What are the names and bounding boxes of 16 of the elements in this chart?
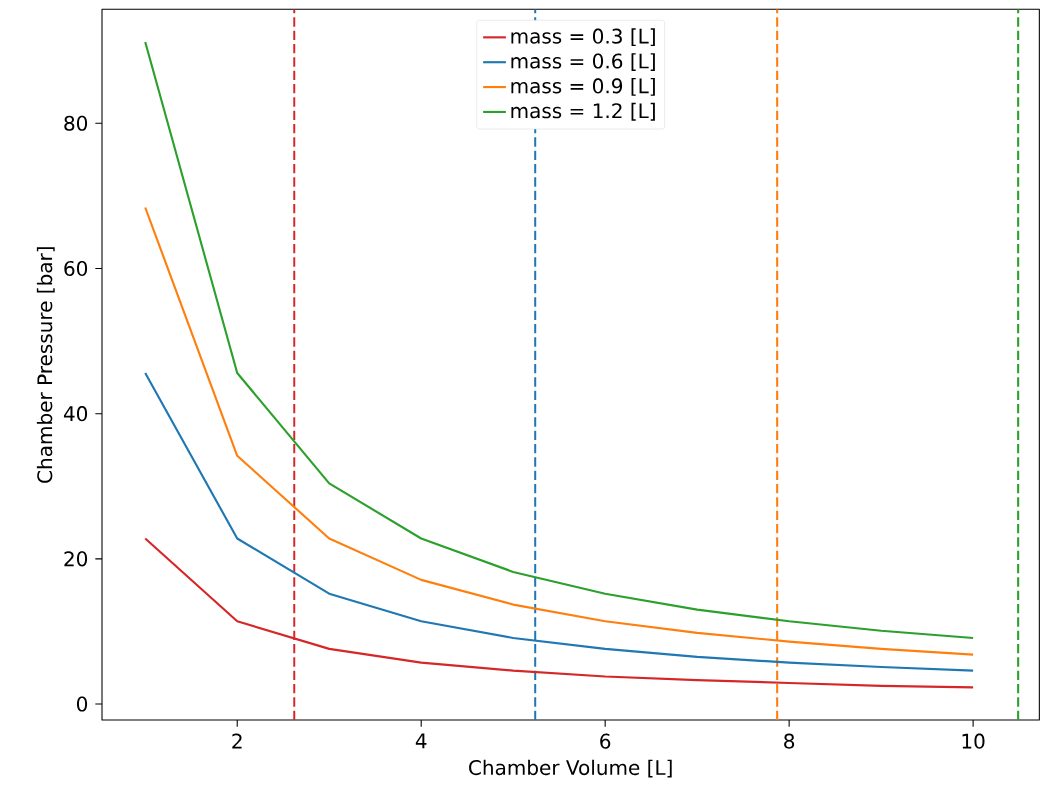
x-tick-label: 4: [415, 733, 427, 749]
x-tick-label: 8: [784, 733, 795, 749]
y-tick-label: 60: [64, 260, 88, 277]
legend-label: mass = 0.3 [L]: [511, 28, 655, 47]
y-tick-label: 0: [77, 696, 88, 712]
y-tick-label: 20: [64, 551, 88, 567]
y-axis-title: Chamber Pressure [bar]: [36, 247, 55, 483]
x-tick-label: 2: [232, 733, 242, 749]
y-tick-label: 80: [64, 115, 88, 131]
legend-label: mass = 0.9 [L]: [511, 77, 655, 96]
x-tick-label: 10: [962, 733, 985, 749]
x-tick-label: 6: [600, 733, 611, 749]
x-axis-title: Chamber Volume [L]: [469, 759, 672, 778]
y-tick-label: 40: [63, 406, 88, 422]
legend-label: mass = 0.6 [L]: [511, 53, 655, 71]
legend-label: mass = 1.2 [L]: [511, 102, 655, 121]
